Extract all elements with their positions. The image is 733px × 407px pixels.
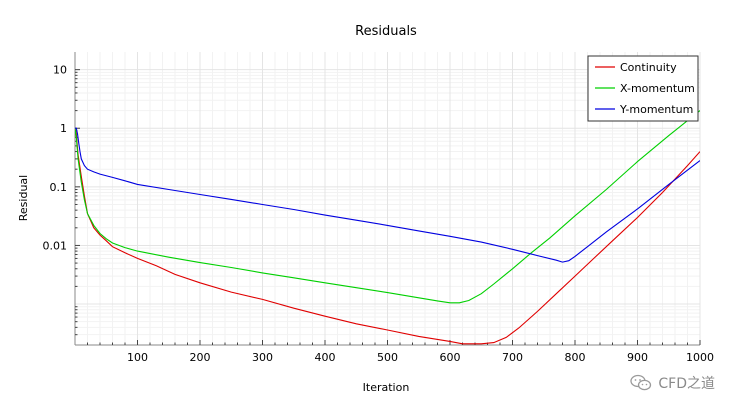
x-tick-label: 1000 [686,351,714,364]
series-line-x-momentum [75,110,700,304]
x-tick-label: 600 [440,351,461,364]
axes: 100 200 300 400 500 600 700 800 900 1000 10 1 0.1 0.0… [43,52,714,364]
legend: Continuity X-momentum Y-momentum [587,55,699,122]
chart-title: Residuals [355,24,417,39]
series-line-continuity [75,128,700,345]
x-tick-label: 900 [627,351,648,364]
series-lines [75,110,700,345]
wechat-icon [630,374,652,391]
x-tick-label: 700 [502,351,523,364]
grid [75,52,701,345]
x-tick-label: 800 [565,351,586,364]
x-tick-label: 100 [127,351,148,364]
y-tick-label: 0.01 [43,239,68,252]
y-tick-label: 10 [53,64,67,77]
watermark-text: CFD之道 [658,376,715,392]
x-tick-label: 300 [252,351,273,364]
x-tick-label: 200 [190,351,211,364]
series-line-y-momentum [75,127,700,263]
legend-label: Y-momentum [619,103,693,116]
watermark: CFD之道 [630,373,715,393]
y-axis-label: Residual [17,175,30,221]
x-tick-label: 400 [315,351,336,364]
x-axis-label: Iteration [363,381,410,394]
y-tick-label: 0.1 [50,181,68,194]
legend-label: Continuity [620,61,677,74]
legend-label: X-momentum [620,82,695,95]
x-tick-label: 500 [377,351,398,364]
y-tick-label: 1 [60,122,67,135]
